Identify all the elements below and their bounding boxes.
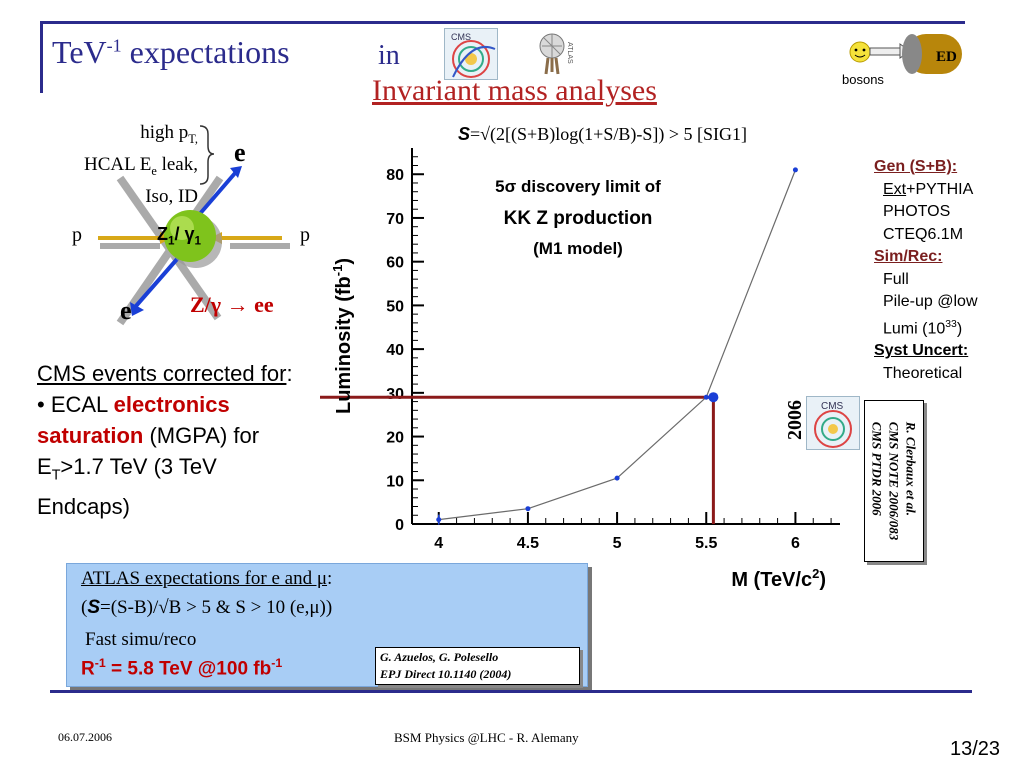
y-tick-label: 50 (386, 298, 404, 315)
endcaps-line: Endcaps) (37, 494, 130, 520)
left-accent-bar (40, 21, 43, 93)
atlas-heading: ATLAS expectations for e and μ: (81, 568, 333, 589)
atlas-ref-line-2: EPJ Direct 10.1140 (2004) (380, 667, 512, 681)
y-tick-label: 10 (386, 473, 404, 490)
cms-note-logo-graphic (814, 410, 852, 448)
photos-line: PHOTOS (883, 203, 951, 220)
gen-heading: Gen (S+B): (874, 158, 958, 175)
boson-label: Z1/ γ1 (157, 224, 202, 248)
x-tick-label: 4.5 (517, 535, 539, 552)
data-point (614, 475, 620, 481)
data-point (525, 506, 531, 512)
cms-events-heading: CMS events corrected for: (37, 361, 293, 386)
x-tick-label: 5 (613, 535, 622, 552)
cms-note-line-3: CMS PTDR 2006 (869, 421, 885, 516)
chart-title-line-1: 5σ discovery limit of (495, 177, 661, 196)
atlas-formula: (S=(S-B)/√B > 5 & S > 10 (e,μ)) (81, 597, 333, 618)
ecal-line: • ECAL electronics (37, 392, 230, 417)
title-in: in (378, 40, 400, 71)
pileup-line: Pile-up @low (883, 293, 978, 310)
cms-events-text: CMS events corrected for: • ECAL electro… (37, 358, 367, 522)
atlas-result: R-1 = 5.8 TeV @100 fb-1 (81, 656, 283, 680)
atlas-ref-line-1: G. Azuelos, G. Polesello (380, 650, 499, 664)
cms-logo-text: CMS (451, 32, 471, 42)
cms-note-line-2: CMS NOTE 2006/083 (886, 421, 902, 541)
cuts-line-2: HCAL Ee leak, (83, 153, 198, 178)
simrec-heading: Sim/Rec: (874, 248, 943, 265)
theoretical-line: Theoretical (883, 364, 963, 382)
atlas-figure-icon (539, 33, 565, 75)
atlas-simu: Fast simu/reco (85, 629, 197, 650)
proton-left-label: p (72, 224, 82, 246)
process-label: Z/γ → ee (190, 292, 274, 317)
footer-date: 06.07.2006 (58, 730, 112, 744)
syst-heading: Syst Uncert: (874, 342, 969, 360)
luminosity-chart: 0 10 20 30 40 50 60 70 80 4 4.5 5 5.5 6 Luminosity (fb… (320, 148, 840, 590)
cms-logo: CMS (444, 28, 498, 80)
chart-title-line-2: KK Z production (504, 208, 653, 229)
y-tick-label: 70 (386, 211, 404, 228)
generator-line: Ext+PYTHIA (883, 180, 974, 198)
y-axis-label: Luminosity (fb-1) (330, 258, 355, 414)
cms-note-logo: CMS (806, 396, 860, 450)
cms-note-text: R. Clerbaux et al. CMS NOTE 2006/083 CMS… (869, 422, 920, 540)
plot-layer: 0 10 20 30 40 50 60 70 80 4 4.5 5 5.5 6 Luminosity (fb… (320, 148, 840, 590)
data-point (792, 167, 798, 173)
footer-center: BSM Physics @LHC - R. Alemany (394, 730, 579, 745)
ed-badge-text: ED (936, 49, 957, 65)
y-tick-label: 20 (386, 430, 404, 447)
page-title: TeV-1 expectations (52, 34, 290, 70)
y-tick-label: 0 (395, 517, 404, 534)
chart-title-line-3: (M1 model) (533, 239, 623, 258)
page-subtitle: Invariant mass analyses (372, 74, 657, 107)
x-tick-label: 6 (791, 535, 800, 552)
electron-top-label: e (234, 138, 246, 167)
significance-formula: S=√(2[(S+B)log(1+S/B)-S]) > 5 [SIG1] (458, 124, 747, 144)
cms-logo-graphic (452, 40, 496, 78)
sidebar-info: Gen (S+B): Ext+PYTHIA PHOTOS CTEQ6.1M Si… (874, 156, 978, 385)
cteq-line: CTEQ6.1M (883, 225, 964, 243)
full-line: Full (883, 270, 909, 288)
bosons-label: bosons (842, 72, 884, 87)
ed-badge-graphic (849, 34, 962, 74)
footer-rule (50, 690, 972, 693)
atlas-logo: ATLAS (532, 28, 580, 78)
cms-note-reference: R. Clerbaux et al. CMS NOTE 2006/083 CMS… (864, 400, 924, 562)
x-tick-label: 4 (434, 535, 443, 552)
top-border (40, 21, 965, 24)
atlas-logo-text: ATLAS (566, 42, 573, 64)
cuts-line-1: high pT, (140, 122, 198, 146)
bosons-graphic: ED bosons (840, 30, 970, 88)
y-tick-label: 80 (386, 167, 404, 184)
x-axis-label: M (TeV/c2) (731, 566, 826, 590)
cuts-line-3: Iso, ID (145, 185, 198, 207)
cms-note-year: 2006 (784, 400, 806, 440)
proton-right-label: p (300, 224, 310, 246)
et-line: ET>1.7 TeV (3 TeV (37, 454, 217, 484)
cms-note-line-1: R. Clerbaux et al. (903, 421, 919, 517)
highlight-point (708, 392, 719, 403)
atlas-reference: G. Azuelos, G. Polesello EPJ Direct 10.1… (375, 647, 580, 685)
electron-bottom-label: e (120, 296, 132, 325)
cms-note-logo-text: CMS (821, 401, 844, 412)
y-tick-label: 30 (386, 386, 404, 403)
y-tick-label: 60 (386, 255, 404, 272)
feynman-diagram (98, 125, 290, 326)
cuts-text: high pT, HCAL Ee leak, Iso, ID (20, 120, 198, 210)
data-point (703, 394, 709, 400)
y-tick-label: 40 (386, 342, 404, 359)
lumi-line: Lumi (1033) (883, 318, 963, 337)
x-tick-label: 5.5 (695, 535, 717, 552)
saturation-line: saturation (MGPA) for (37, 423, 260, 448)
page-number: 13/23 (950, 738, 1001, 760)
